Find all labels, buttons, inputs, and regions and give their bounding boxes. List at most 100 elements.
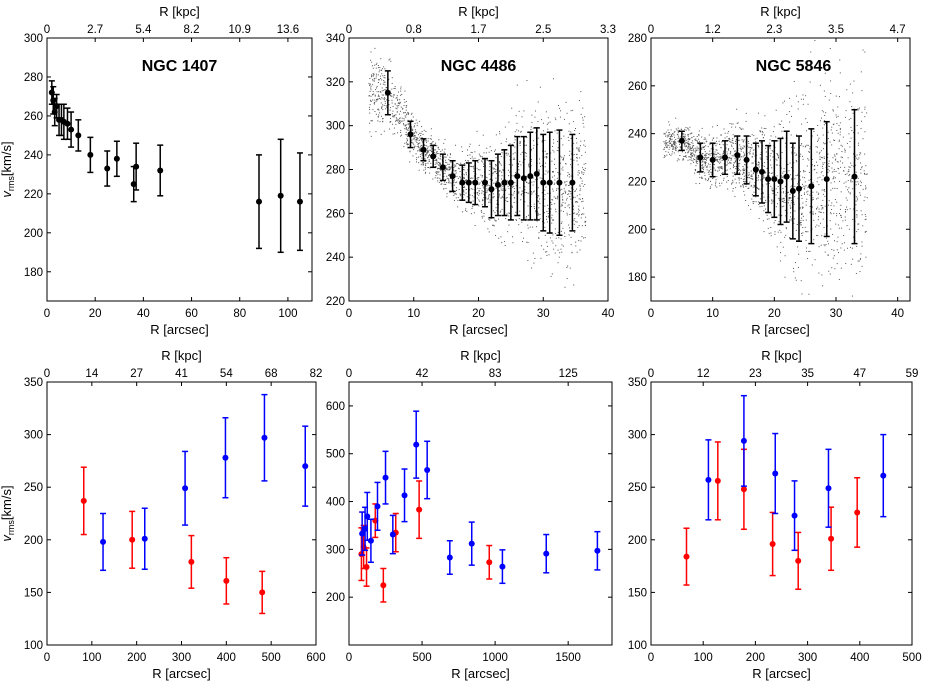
background-sample-point (463, 187, 465, 189)
background-sample-point (827, 138, 829, 140)
background-sample-point (426, 147, 428, 149)
background-sample-point (843, 242, 845, 244)
x2-axis-label: R [kpc] (460, 348, 500, 363)
background-sample-point (743, 169, 745, 171)
background-sample-point (436, 151, 438, 153)
background-sample-point (721, 160, 723, 162)
x2-tick-label: 13.6 (277, 24, 299, 36)
background-sample-point (495, 180, 497, 182)
background-sample-point (691, 155, 693, 157)
background-sample-point (582, 198, 584, 200)
background-sample-point (764, 171, 766, 173)
background-sample-point (777, 154, 779, 156)
background-sample-point (725, 147, 727, 149)
background-sample-point (584, 145, 586, 147)
background-sample-point (666, 142, 668, 144)
background-sample-point (706, 169, 708, 171)
background-sample-point (428, 155, 430, 157)
data-point (100, 538, 107, 545)
background-sample-point (383, 76, 385, 78)
background-sample-point (748, 152, 750, 154)
background-sample-point (569, 150, 571, 152)
background-sample-point (457, 196, 459, 198)
background-sample-point (758, 176, 760, 178)
background-sample-point (434, 163, 436, 165)
background-sample-point (453, 179, 455, 181)
background-sample-point (498, 195, 500, 197)
data-point (68, 126, 75, 133)
x-tick-label: 0 (648, 308, 654, 320)
background-sample-point (678, 135, 680, 137)
background-sample-point (429, 143, 431, 145)
background-sample-point (668, 135, 670, 137)
background-sample-point (575, 137, 577, 139)
background-sample-point (708, 169, 710, 171)
background-sample-point (384, 77, 386, 79)
background-sample-point (698, 147, 700, 149)
background-sample-point (425, 171, 427, 173)
background-sample-point (567, 175, 569, 177)
background-sample-point (843, 170, 845, 172)
background-sample-point (386, 86, 388, 88)
background-sample-point (459, 171, 461, 173)
background-sample-point (409, 151, 411, 153)
background-sample-point (411, 127, 413, 129)
y-tick-label: 280 (628, 33, 647, 45)
background-sample-point (554, 179, 556, 181)
background-sample-point (463, 191, 465, 193)
background-sample-point (553, 248, 555, 250)
background-sample-point (865, 256, 867, 258)
background-sample-point (482, 186, 484, 188)
background-sample-point (718, 166, 720, 168)
background-sample-point (721, 182, 723, 184)
background-sample-point (735, 159, 737, 161)
background-sample-point (726, 181, 728, 183)
background-sample-point (383, 89, 385, 91)
background-sample-point (677, 149, 679, 151)
background-sample-point (486, 185, 488, 187)
background-sample-point (670, 129, 672, 131)
background-sample-point (437, 146, 439, 148)
data-point (828, 535, 835, 542)
background-sample-point (430, 147, 432, 149)
background-sample-point (727, 138, 729, 140)
background-sample-point (570, 187, 572, 189)
background-sample-point (397, 120, 399, 122)
background-sample-point (576, 188, 578, 190)
data-point (439, 164, 446, 171)
background-sample-point (790, 146, 792, 148)
background-sample-point (682, 159, 684, 161)
background-sample-point (552, 219, 554, 221)
background-sample-point (520, 194, 522, 196)
background-sample-point (449, 178, 451, 180)
background-sample-point (845, 186, 847, 188)
background-sample-point (429, 160, 431, 162)
background-sample-point (722, 152, 724, 154)
x2-tick-label: 68 (265, 368, 278, 380)
background-sample-point (805, 185, 807, 187)
background-sample-point (437, 167, 439, 169)
background-sample-point (765, 128, 767, 130)
background-sample-point (533, 190, 535, 192)
background-sample-point (791, 220, 793, 222)
background-sample-point (412, 155, 414, 157)
background-sample-point (864, 51, 866, 53)
background-sample-point (712, 126, 714, 128)
background-sample-point (577, 147, 579, 149)
background-sample-point (463, 169, 465, 171)
background-sample-point (448, 166, 450, 168)
background-sample-point (465, 192, 467, 194)
background-sample-point (802, 202, 804, 204)
background-sample-point (578, 198, 580, 200)
x-axis-label: R [arcsec] (152, 666, 211, 681)
background-sample-point (581, 214, 583, 216)
background-sample-point (858, 142, 860, 144)
background-sample-point (677, 127, 679, 129)
plot-frame (650, 381, 913, 646)
background-sample-point (492, 210, 494, 212)
background-sample-point (385, 108, 387, 110)
background-sample-point (440, 156, 442, 158)
background-sample-point (778, 157, 780, 159)
background-sample-point (576, 160, 578, 162)
background-sample-point (426, 150, 428, 152)
